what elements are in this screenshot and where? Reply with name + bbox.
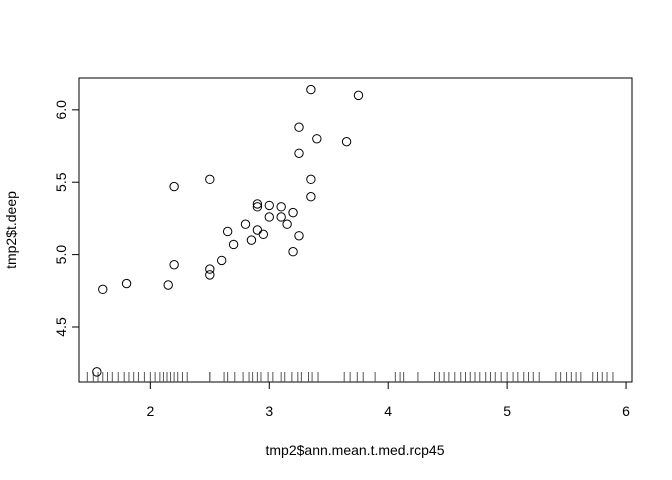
x-tick-label: 2 (146, 403, 154, 419)
data-point (353, 90, 364, 101)
data-point (264, 200, 274, 211)
data-point (276, 202, 286, 212)
data-point (205, 270, 215, 280)
data-point (252, 225, 263, 235)
data-point (282, 219, 292, 229)
data-point (121, 278, 132, 289)
rug-marks (86, 372, 614, 382)
data-point (217, 255, 227, 266)
data-point (98, 284, 108, 295)
data-point (276, 212, 286, 222)
y-tick-label: 6.0 (53, 100, 69, 120)
data-point (294, 231, 304, 241)
data-point (294, 122, 304, 132)
data-point (169, 260, 179, 270)
data-point (312, 134, 322, 144)
data-point (252, 199, 263, 209)
data-point (306, 84, 316, 95)
data-points (92, 84, 364, 377)
y-tick-label: 5.0 (53, 245, 69, 265)
data-point (92, 367, 102, 377)
data-point (306, 174, 316, 185)
x-tick-label: 3 (265, 403, 273, 419)
data-point (306, 192, 316, 202)
data-point (246, 235, 257, 245)
data-point (264, 212, 274, 222)
data-point (341, 136, 352, 147)
x-tick-label: 6 (622, 403, 630, 419)
data-point (288, 207, 298, 218)
y-axis-label: tmp2$t.deep (3, 191, 19, 269)
data-point (205, 174, 215, 185)
data-point (205, 264, 215, 274)
data-point (294, 148, 304, 158)
data-point (222, 226, 233, 237)
data-point (169, 181, 179, 192)
data-point (240, 219, 251, 229)
plot-frame (78, 77, 633, 383)
data-point (228, 239, 239, 250)
x-tick-label: 5 (503, 403, 511, 419)
data-point (258, 229, 269, 240)
y-axis: 4.5 5.0 5.5 6.0 (53, 100, 80, 337)
data-point (163, 280, 173, 290)
x-axis-label: tmp2$ann.mean.t.med.rcp45 (266, 442, 445, 458)
y-tick-label: 4.5 (53, 317, 69, 337)
x-tick-label: 4 (384, 403, 392, 419)
y-tick-label: 5.5 (53, 172, 69, 192)
data-point (288, 247, 298, 257)
x-axis: 2 3 4 5 6 (146, 381, 630, 419)
data-point (252, 202, 263, 212)
